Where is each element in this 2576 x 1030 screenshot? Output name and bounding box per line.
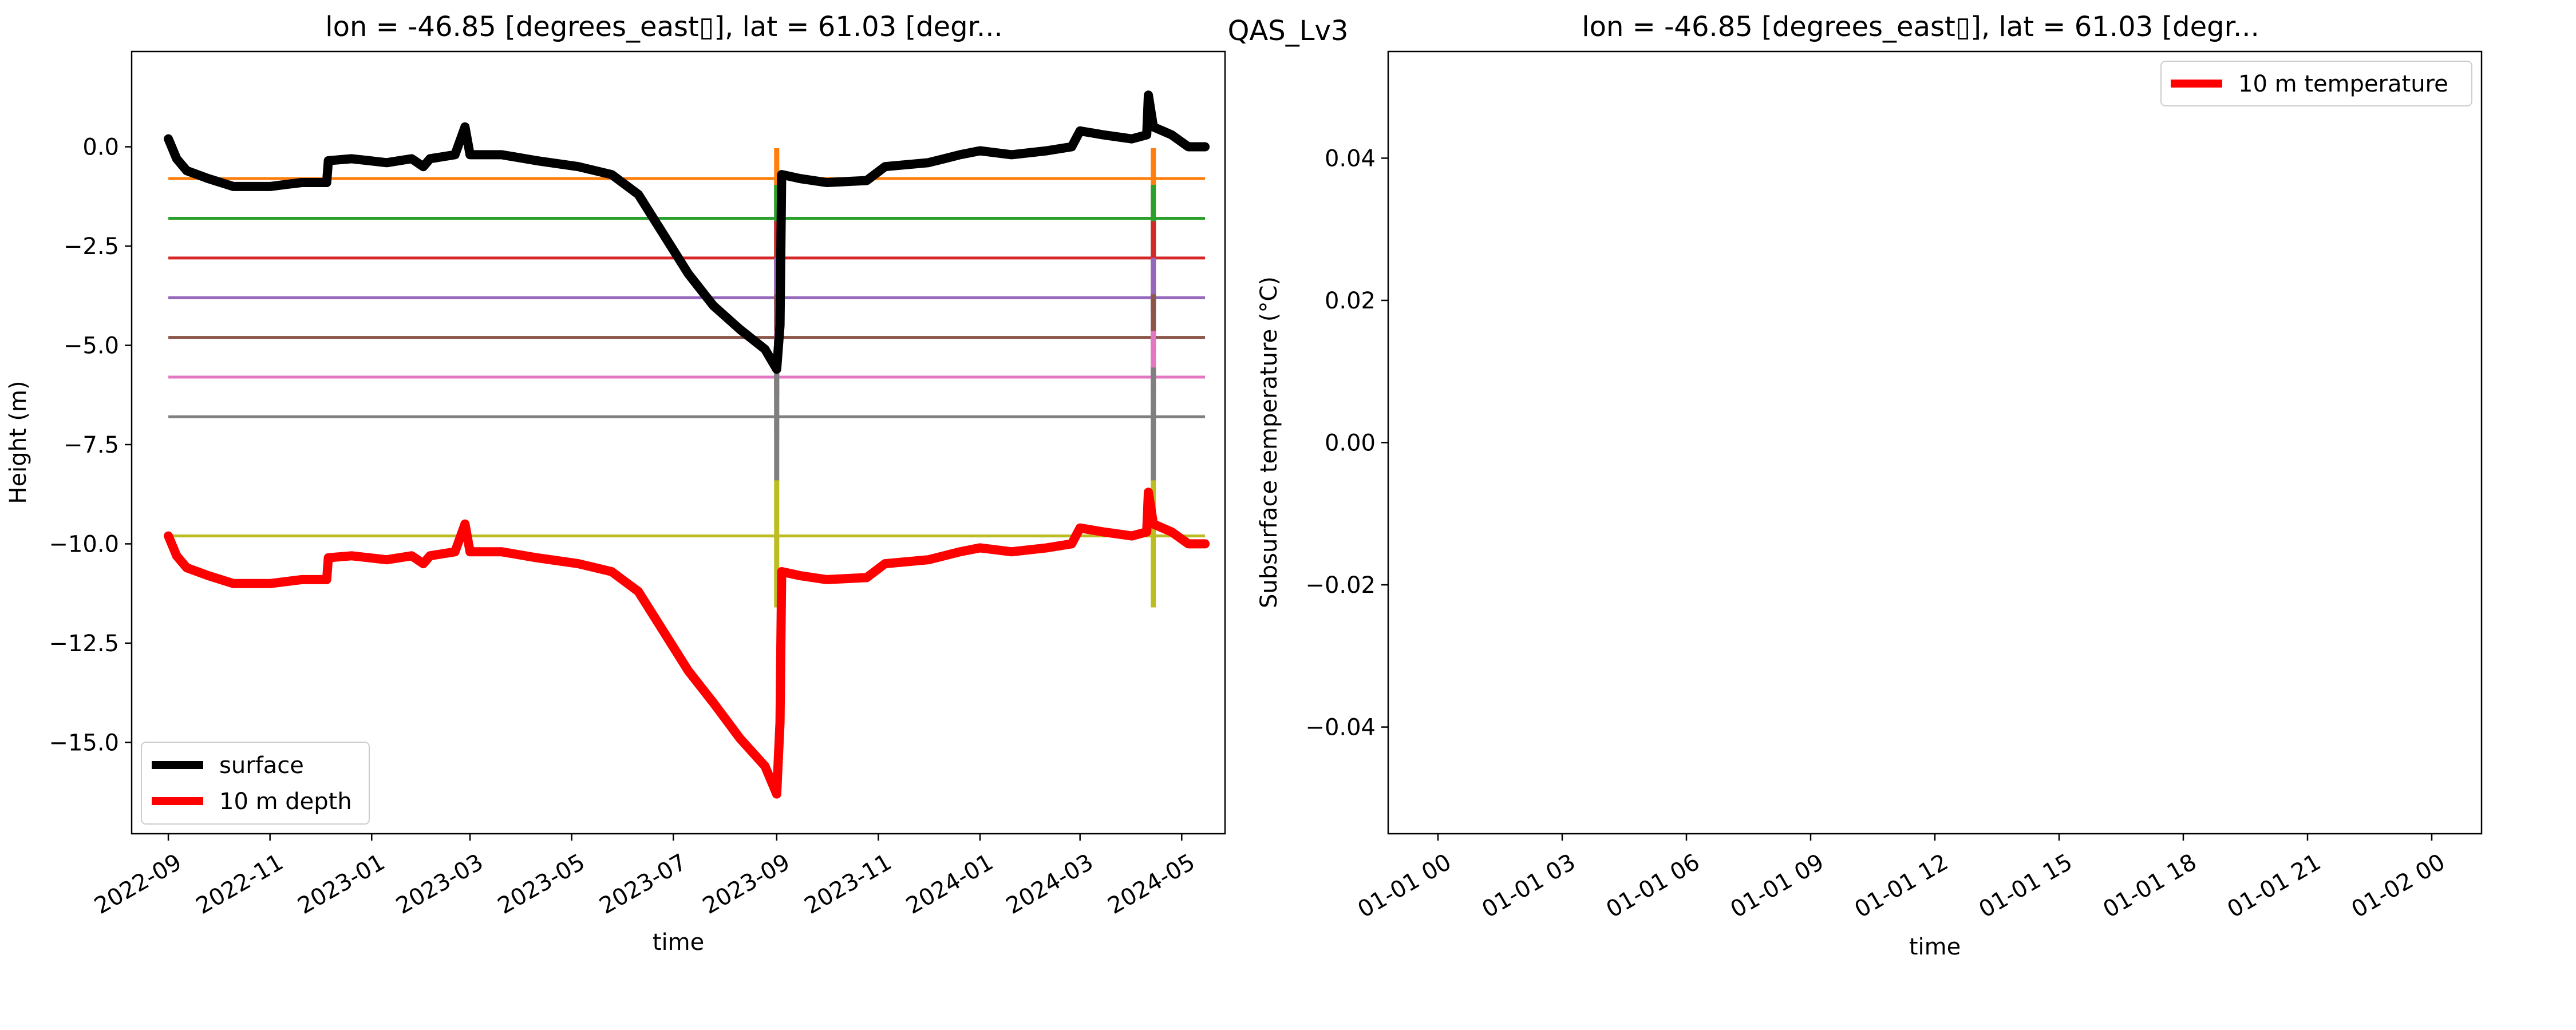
- temperature-panel-title: lon = -46.85 [degrees_east▯], lat = 61.0…: [1582, 11, 2259, 43]
- height-panel-xlabel: time: [653, 929, 704, 956]
- y-tick-label: 0.0: [82, 134, 119, 161]
- series-surface: [164, 90, 1210, 374]
- height-panel-ylabel: Height (m): [5, 381, 31, 504]
- height-panel-legend: surface 10 m depth: [141, 742, 370, 825]
- series-10m-depth: [164, 488, 1210, 799]
- temperature-panel-xlabel: time: [1909, 934, 1961, 960]
- y-tick-label: −15.0: [49, 730, 119, 756]
- y-tick-label: −0.04: [1305, 715, 1376, 741]
- legend-label-surface: surface: [219, 752, 304, 779]
- y-tick-label: −2.5: [64, 233, 119, 260]
- temperature-panel-y-ticks: 0.04 0.02 0.00 −0.02 −0.04: [1305, 145, 1388, 741]
- y-tick-label: 0.04: [1325, 145, 1376, 172]
- y-tick-label: −5.0: [64, 332, 119, 359]
- legend-box: [2160, 61, 2472, 106]
- y-tick-label: 0.00: [1325, 430, 1376, 457]
- y-tick-label: −10.0: [49, 531, 119, 557]
- temperature-panel-ylabel: Subsurface temperature (°C): [1256, 276, 1282, 608]
- y-tick-label: −7.5: [64, 432, 119, 458]
- temperature-panel-legend: 10 m temperature: [2160, 61, 2472, 106]
- height-panel-frame: [131, 50, 1226, 835]
- height-panel-series: [164, 90, 1210, 799]
- height-panel-y-ticks: 0.0 −2.5 −5.0 −7.5 −10.0 −12.5 −15.0: [49, 134, 132, 756]
- legend-label-10m-temperature: 10 m temperature: [2238, 71, 2448, 97]
- y-tick-label: −12.5: [49, 631, 119, 657]
- y-tick-label: −0.02: [1305, 572, 1376, 599]
- height-panel-title: lon = -46.85 [degrees_east▯], lat = 61.0…: [325, 11, 1003, 43]
- y-tick-label: 0.02: [1325, 288, 1376, 314]
- legend-label-10m-depth: 10 m depth: [219, 789, 352, 815]
- figure-suptitle: QAS_Lv3: [1228, 15, 1349, 47]
